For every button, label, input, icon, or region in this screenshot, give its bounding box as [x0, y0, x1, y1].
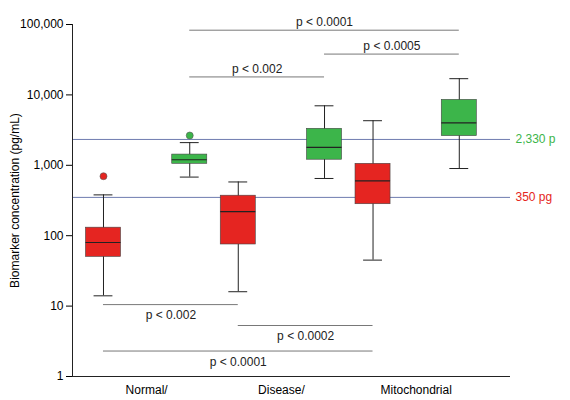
svg-text:Biomarker concentration (pg/mL: Biomarker concentration (pg/mL) [8, 113, 22, 288]
svg-text:Normal/: Normal/ [126, 383, 169, 397]
svg-text:p < 0.0001: p < 0.0001 [210, 355, 267, 369]
svg-text:2,330 p: 2,330 p [516, 132, 556, 146]
svg-text:100: 100 [43, 229, 63, 243]
svg-text:350 pg: 350 pg [516, 190, 553, 204]
svg-text:10,000: 10,000 [27, 88, 64, 102]
svg-text:1,000: 1,000 [33, 158, 63, 172]
svg-text:p < 0.0002: p < 0.0002 [277, 329, 334, 343]
svg-text:1: 1 [57, 369, 64, 383]
svg-text:100,000: 100,000 [20, 17, 64, 31]
svg-text:p < 0.0001: p < 0.0001 [296, 15, 353, 29]
svg-text:10: 10 [50, 299, 64, 313]
svg-text:p < 0.0005: p < 0.0005 [363, 39, 420, 53]
svg-text:p < 0.002: p < 0.002 [146, 308, 197, 322]
svg-text:p < 0.002: p < 0.002 [232, 62, 283, 76]
svg-text:Mitochondrial: Mitochondrial [380, 383, 451, 397]
svg-text:Disease/: Disease/ [258, 383, 305, 397]
